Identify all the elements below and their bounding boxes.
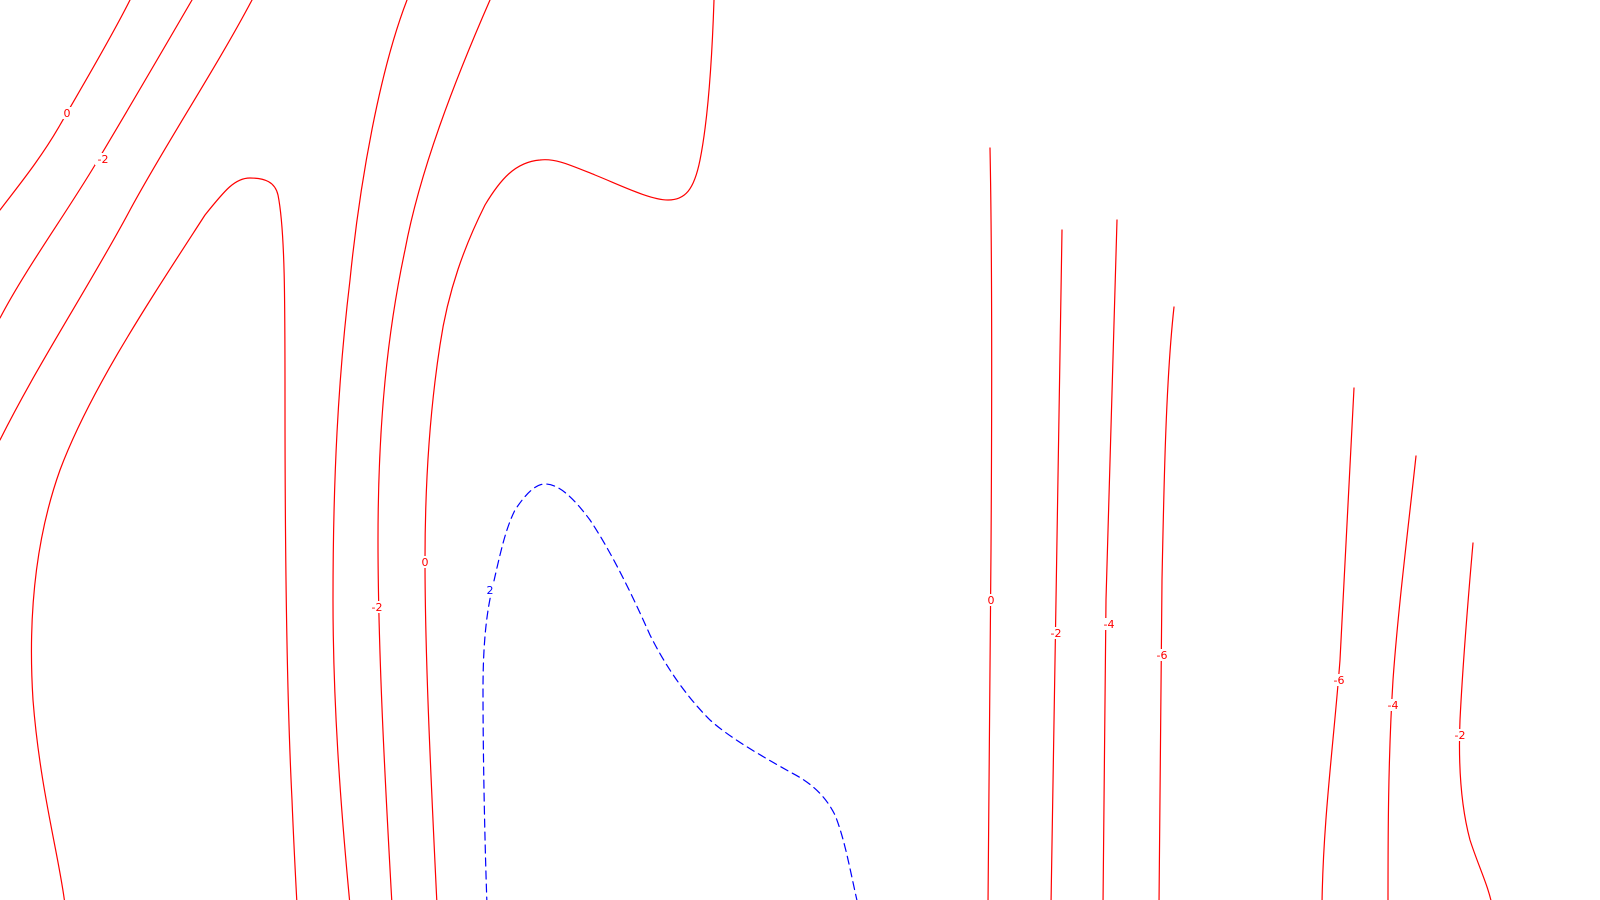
contour-line-c14	[1458, 542, 1492, 900]
contour-line-c13	[1387, 455, 1417, 900]
contour-label: -2	[98, 153, 109, 166]
contour-label: -4	[1388, 699, 1399, 712]
contour-line-c11	[1158, 306, 1175, 900]
contour-line-c10	[1102, 219, 1118, 900]
contour-label: 0	[422, 556, 429, 569]
contour-label: 2	[487, 584, 494, 597]
contour-line-c3	[0, 0, 253, 441]
contour-label: -2	[1455, 729, 1466, 742]
contour-label: -6	[1157, 649, 1168, 662]
contour-line-c12	[1321, 387, 1355, 900]
contour-label: -2	[1051, 627, 1062, 640]
contour-line-c9	[1050, 229, 1063, 900]
contour-labels: 0 -2 -2 0 2 0 -2 -4 -6 -6 -4 -2	[61, 107, 1468, 742]
contour-line-c1	[0, 0, 131, 211]
contour-label: 0	[64, 107, 71, 120]
contour-line-c5	[332, 0, 408, 900]
contour-line-c7	[482, 483, 858, 900]
contour-line-c6b	[424, 0, 715, 900]
contour-label: -6	[1334, 674, 1345, 687]
contour-label: -4	[1104, 618, 1115, 631]
contour-label: -2	[372, 601, 383, 614]
contour-line-c6	[377, 0, 491, 900]
contour-line-c4	[30, 177, 298, 900]
contour-label: 0	[988, 594, 995, 607]
contour-line-c8	[987, 147, 993, 900]
